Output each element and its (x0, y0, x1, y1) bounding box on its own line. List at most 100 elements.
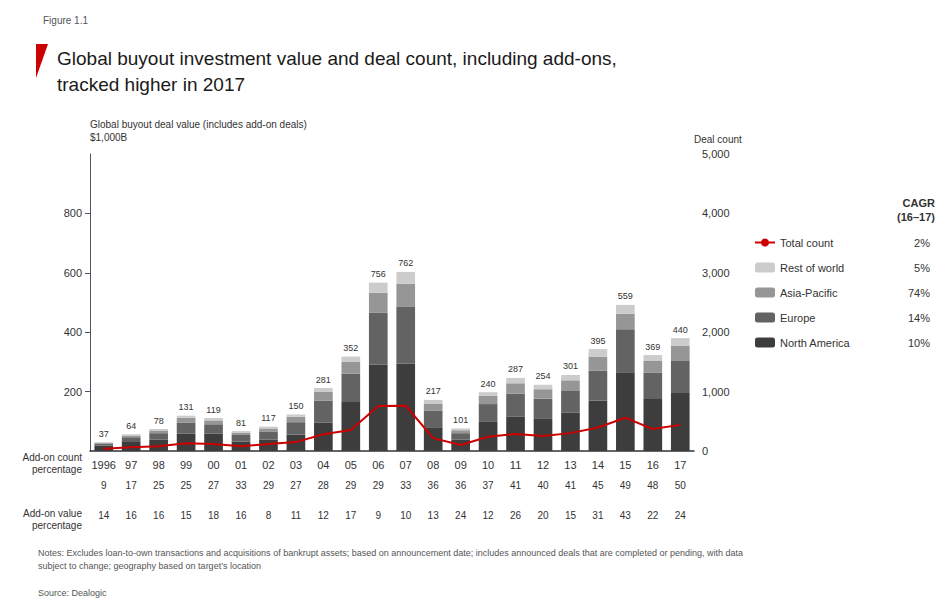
svg-text:02: 02 (262, 459, 274, 471)
svg-text:Notes: Excludes loan-to-own tr: Notes: Excludes loan-to-own transactions… (38, 548, 743, 558)
svg-text:18: 18 (208, 510, 220, 521)
svg-text:05: 05 (345, 459, 357, 471)
svg-text:10: 10 (400, 510, 412, 521)
svg-text:36: 36 (455, 480, 467, 491)
svg-text:07: 07 (400, 459, 412, 471)
svg-text:37: 37 (99, 429, 109, 439)
svg-text:$1,000B: $1,000B (90, 132, 128, 143)
svg-text:287: 287 (508, 364, 523, 374)
svg-text:15: 15 (619, 459, 631, 471)
svg-text:28: 28 (318, 480, 330, 491)
svg-text:101: 101 (453, 415, 468, 425)
svg-text:40: 40 (537, 480, 549, 491)
svg-text:16: 16 (647, 459, 659, 471)
svg-text:Add-on count: Add-on count (23, 452, 83, 463)
svg-text:49: 49 (620, 480, 632, 491)
svg-text:4,000: 4,000 (702, 207, 730, 219)
svg-text:281: 281 (316, 375, 331, 385)
svg-text:14%: 14% (908, 312, 930, 324)
svg-text:2,000: 2,000 (702, 326, 730, 338)
svg-text:98: 98 (153, 459, 165, 471)
svg-text:43: 43 (620, 510, 632, 521)
svg-text:97: 97 (125, 459, 137, 471)
svg-text:Rest of world: Rest of world (780, 262, 844, 274)
svg-text:50: 50 (675, 480, 687, 491)
svg-text:150: 150 (288, 401, 303, 411)
svg-text:9: 9 (375, 510, 381, 521)
svg-text:48: 48 (647, 480, 659, 491)
svg-text:25: 25 (153, 480, 165, 491)
svg-text:13: 13 (428, 510, 440, 521)
svg-text:31: 31 (592, 510, 604, 521)
svg-text:01: 01 (235, 459, 247, 471)
svg-text:22: 22 (647, 510, 659, 521)
svg-text:301: 301 (563, 361, 578, 371)
svg-text:33: 33 (235, 480, 247, 491)
svg-text:13: 13 (564, 459, 576, 471)
svg-text:64: 64 (126, 421, 136, 431)
svg-text:29: 29 (345, 480, 357, 491)
svg-text:Europe: Europe (780, 312, 815, 324)
svg-text:16: 16 (153, 510, 165, 521)
svg-text:17: 17 (345, 510, 357, 521)
svg-text:29: 29 (263, 480, 275, 491)
svg-text:Global buyout investment value: Global buyout investment value and deal … (57, 48, 617, 69)
svg-text:27: 27 (208, 480, 220, 491)
svg-text:16: 16 (126, 510, 138, 521)
svg-text:Total count: Total count (780, 237, 833, 249)
svg-text:440: 440 (673, 325, 688, 335)
svg-text:10: 10 (482, 459, 494, 471)
svg-text:20: 20 (537, 510, 549, 521)
svg-text:37: 37 (483, 480, 495, 491)
svg-text:(16–17): (16–17) (897, 211, 935, 223)
svg-text:12: 12 (537, 459, 549, 471)
svg-text:41: 41 (565, 480, 577, 491)
svg-text:14: 14 (98, 510, 110, 521)
svg-text:09: 09 (455, 459, 467, 471)
svg-text:0: 0 (702, 445, 708, 457)
svg-text:tracked higher in 2017: tracked higher in 2017 (57, 74, 245, 95)
svg-text:subject to change; geography b: subject to change; geography based on ta… (38, 561, 261, 571)
svg-text:9: 9 (101, 480, 107, 491)
svg-text:99: 99 (180, 459, 192, 471)
svg-text:24: 24 (675, 510, 687, 521)
svg-text:CAGR: CAGR (903, 197, 935, 209)
svg-text:33: 33 (400, 480, 412, 491)
svg-text:12: 12 (483, 510, 495, 521)
svg-text:8: 8 (266, 510, 272, 521)
svg-text:41: 41 (510, 480, 522, 491)
svg-text:percentage: percentage (32, 464, 82, 475)
svg-text:06: 06 (372, 459, 384, 471)
svg-text:217: 217 (426, 386, 441, 396)
svg-text:Asia-Pacific: Asia-Pacific (780, 287, 838, 299)
svg-text:762: 762 (398, 258, 413, 268)
svg-text:11: 11 (510, 459, 521, 471)
svg-text:800: 800 (64, 207, 82, 219)
svg-text:12: 12 (318, 510, 330, 521)
svg-text:17: 17 (674, 459, 686, 471)
svg-text:200: 200 (64, 386, 82, 398)
svg-text:81: 81 (236, 418, 246, 428)
svg-text:395: 395 (590, 336, 605, 346)
svg-text:559: 559 (618, 291, 633, 301)
svg-text:Source: Dealogic: Source: Dealogic (38, 588, 107, 598)
svg-text:254: 254 (535, 371, 550, 381)
svg-text:00: 00 (207, 459, 219, 471)
svg-text:36: 36 (428, 480, 440, 491)
svg-text:Figure 1.1: Figure 1.1 (43, 15, 88, 26)
svg-text:3,000: 3,000 (702, 267, 730, 279)
svg-text:08: 08 (427, 459, 439, 471)
svg-text:5,000: 5,000 (702, 148, 730, 160)
svg-text:2%: 2% (914, 237, 930, 249)
svg-text:Deal count: Deal count (694, 134, 742, 145)
svg-text:240: 240 (481, 379, 496, 389)
svg-text:03: 03 (290, 459, 302, 471)
svg-text:14: 14 (592, 459, 604, 471)
svg-text:369: 369 (645, 342, 660, 352)
svg-text:15: 15 (565, 510, 577, 521)
svg-text:24: 24 (455, 510, 467, 521)
svg-text:27: 27 (290, 480, 302, 491)
svg-text:10%: 10% (908, 337, 930, 349)
svg-text:Add-on value: Add-on value (23, 508, 82, 519)
svg-text:11: 11 (291, 510, 302, 521)
